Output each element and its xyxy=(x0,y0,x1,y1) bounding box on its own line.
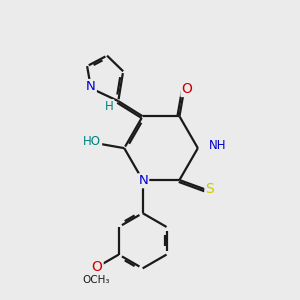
Text: OCH₃: OCH₃ xyxy=(82,275,110,285)
Text: N: N xyxy=(139,174,148,187)
Text: S: S xyxy=(206,182,214,197)
Text: NH: NH xyxy=(209,139,227,152)
Text: O: O xyxy=(92,260,103,274)
Text: O: O xyxy=(182,82,192,96)
Text: H: H xyxy=(105,100,113,113)
Text: N: N xyxy=(86,80,96,93)
Text: HO: HO xyxy=(83,135,101,148)
